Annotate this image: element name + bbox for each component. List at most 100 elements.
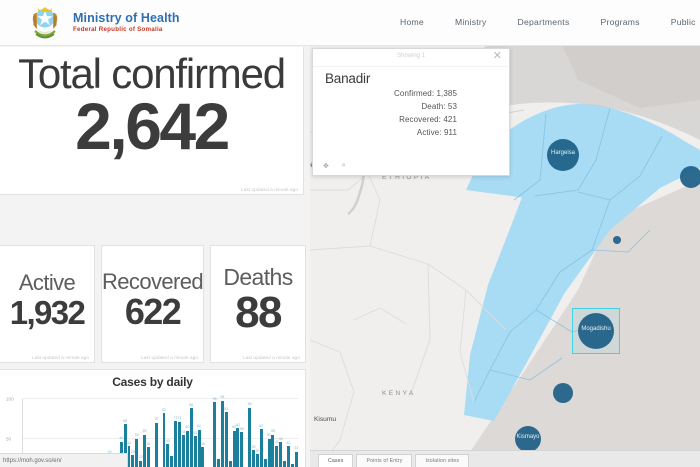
chart-bar[interactable] [267, 438, 271, 467]
chart-bar[interactable] [240, 432, 244, 467]
chart-bar[interactable] [236, 428, 240, 467]
nav-item-programs[interactable]: Programs [600, 17, 640, 27]
chart-bar[interactable] [263, 459, 267, 467]
nav-item-departments[interactable]: Departments [517, 17, 570, 27]
map-tab-points-of-entry[interactable]: Points of Entry [356, 454, 413, 467]
chart-bar[interactable] [217, 459, 220, 467]
map-case-dot-mogadishu[interactable]: Mogadishu [578, 313, 614, 349]
map-tab-isolation-sites[interactable]: Isolation sites [415, 454, 470, 467]
chart-bar-slot[interactable]: 58 [240, 399, 244, 467]
brand-logo[interactable]: Ministry of Health Federal Republic of S… [24, 4, 180, 42]
chart-bar[interactable] [174, 421, 178, 467]
map-case-dot-merca[interactable] [553, 383, 573, 403]
chart-bar[interactable] [255, 454, 259, 467]
chart-bar-slot[interactable]: 70 [154, 399, 158, 467]
chart-bar[interactable] [283, 460, 287, 467]
chart-bar-slot[interactable]: 88 [189, 399, 193, 467]
chart-bar[interactable] [162, 413, 166, 467]
chart-bar-slot[interactable]: 45 [279, 399, 283, 467]
chart-bar[interactable] [197, 429, 201, 467]
zoom-to-feature-icon[interactable]: ⌕ [341, 162, 346, 169]
chart-bar-slot[interactable]: 22 [139, 399, 143, 467]
chart-bar[interactable] [123, 424, 127, 467]
nav-item-public[interactable]: Public [670, 17, 696, 27]
pan-to-feature-icon[interactable]: ✥ [323, 163, 329, 170]
chart-bar[interactable] [185, 430, 189, 467]
chart-bar-slot[interactable]: 33 [294, 399, 298, 467]
chart-bar[interactable] [146, 447, 150, 467]
chart-bar[interactable] [154, 422, 158, 467]
chart-bar-slot[interactable]: 71 [178, 399, 182, 467]
chart-bar-slot[interactable]: 40 [287, 399, 291, 467]
chart-bar-slot[interactable]: 50 [267, 399, 271, 467]
close-icon[interactable]: ✕ [492, 50, 502, 62]
chart-bar-slot[interactable]: 83 [224, 399, 228, 467]
chart-bar[interactable] [271, 434, 275, 467]
chart-bar-slot[interactable]: 98 [220, 395, 224, 467]
chart-bar-slot[interactable]: 72 [174, 399, 178, 467]
chart-bar-slot[interactable]: 96 [213, 397, 217, 467]
chart-bar-slot[interactable]: 89 [248, 399, 252, 467]
chart-bar-slot[interactable]: 62 [259, 399, 263, 467]
chart-bar[interactable] [224, 412, 228, 467]
chart-bar-slot[interactable]: 55 [143, 399, 147, 467]
map-case-dot-hargeisa[interactable]: Hargeisa [547, 139, 579, 171]
chart-bar[interactable] [181, 435, 185, 467]
chart-bar-slot[interactable] [217, 399, 221, 467]
chart-bar-slot[interactable]: 60 [232, 399, 236, 467]
chart-bar[interactable] [287, 446, 290, 467]
chart-bar-slot[interactable]: 68 [123, 399, 127, 467]
chart-bar[interactable] [220, 400, 224, 467]
chart-bar[interactable] [127, 446, 131, 467]
chart-bar[interactable] [248, 407, 252, 467]
chart-bar-slot[interactable]: 39 [201, 399, 205, 467]
chart-bar[interactable] [228, 460, 232, 467]
chart-bar[interactable] [275, 445, 279, 467]
chart-bar[interactable] [259, 429, 263, 467]
chart-bar[interactable] [279, 442, 283, 467]
chart-bar-slot[interactable] [263, 399, 267, 467]
chart-bar-slot[interactable]: 60 [185, 399, 189, 467]
chart-bar-slot[interactable] [283, 399, 287, 467]
chart-bar-slot[interactable]: 54 [181, 399, 185, 467]
chart-bar[interactable] [135, 438, 139, 467]
chart-bar[interactable] [232, 430, 236, 467]
chart-bar[interactable] [166, 444, 170, 467]
chart-bar[interactable] [252, 450, 255, 467]
map-case-dot-galkayo[interactable] [613, 236, 621, 244]
chart-bar[interactable] [131, 455, 135, 467]
chart-bar-slot[interactable]: 61 [197, 399, 201, 467]
map-case-dot-kismayo[interactable]: Kismayo [515, 426, 541, 452]
chart-bar[interactable] [201, 447, 205, 467]
chart-bar-slot[interactable] [170, 399, 174, 467]
chart-bar-slot[interactable]: 41 [275, 399, 279, 467]
chart-bar-slot[interactable]: 55 [271, 399, 275, 467]
chart-bar[interactable] [290, 463, 294, 467]
chart-bar-slot[interactable]: 63 [236, 399, 240, 467]
chart-bar-slot[interactable]: 50 [135, 399, 139, 467]
chart-bar-slot[interactable]: 43 [166, 399, 170, 467]
chart-bar[interactable] [170, 455, 174, 467]
chart-bar-slot[interactable]: 35 [251, 399, 255, 467]
chart-bar[interactable] [294, 451, 298, 467]
chart-bar[interactable] [143, 434, 147, 467]
chart-bar-slot[interactable] [290, 399, 294, 467]
chart-gridline [22, 398, 298, 399]
nav-item-home[interactable]: Home [400, 17, 424, 27]
chart-bar-slot[interactable]: 82 [162, 399, 166, 467]
chart-bar[interactable] [139, 460, 143, 467]
map-tab-cases[interactable]: Cases [318, 454, 354, 467]
chart-bar[interactable] [213, 402, 217, 467]
chart-bar-slot[interactable] [228, 399, 232, 467]
total-confirmed-card: Total confirmed 2,642 Last updated a min… [0, 47, 304, 195]
chart-bar[interactable] [189, 408, 193, 467]
chart-bar[interactable] [193, 436, 197, 467]
map-case-dot-bosaso[interactable] [680, 166, 700, 188]
chart-bar-slot[interactable]: 29 [131, 399, 135, 467]
nav-item-ministry[interactable]: Ministry [454, 17, 487, 27]
chart-bar-slot[interactable]: 40 [127, 399, 131, 467]
chart-bar-slot[interactable]: 30 [255, 399, 259, 467]
chart-bar-slot[interactable]: 39 [146, 399, 150, 467]
chart-bar-slot[interactable]: 53 [193, 399, 197, 467]
chart-bar[interactable] [178, 421, 182, 467]
